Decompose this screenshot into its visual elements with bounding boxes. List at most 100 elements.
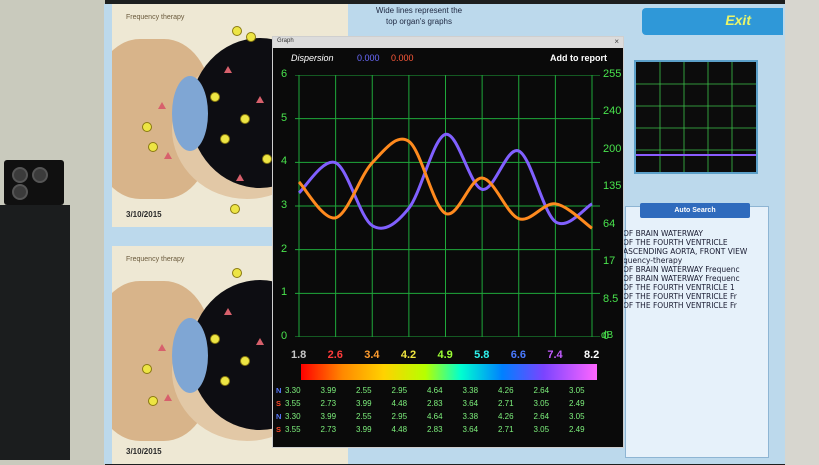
table-cell: 2.95 [391, 412, 408, 421]
table-cell: 3.05 [569, 412, 585, 421]
y-left-tick-label: 0 [281, 330, 288, 342]
y-right-tick-label: 200 [603, 142, 622, 155]
scan-point [232, 268, 242, 278]
log-line: OF THE FOURTH VENTRICLE Fr [623, 292, 737, 301]
graph-plot [295, 75, 600, 337]
log-line: OF BRAIN WATERWAY Frequenc [623, 265, 740, 274]
app-screen: Frequency therapy 3/10/2015 Frequency th… [104, 4, 785, 464]
scan-marker [164, 394, 172, 401]
auto-search-button[interactable]: Auto Search [640, 203, 750, 218]
dispersion-n-value: 0.000 [357, 53, 380, 63]
frequency-tick-label: 4.9 [437, 349, 453, 361]
info-text: Wide lines represent the top organ's gra… [366, 5, 472, 27]
table-cell: 3.99 [356, 425, 372, 434]
table-cell: 4.48 [391, 399, 408, 408]
y-left-tick-label: 5 [281, 111, 288, 124]
close-icon[interactable]: × [614, 37, 619, 46]
log-line: ASCENDING AORTA, FRONT VIEW [623, 247, 748, 256]
table-cell: 3.38 [462, 412, 479, 421]
graph-titlebar: Graph × [273, 37, 623, 48]
dispersion-label: Dispersion [291, 53, 334, 63]
exit-label: Exit [725, 12, 751, 28]
table-cell: 3.05 [569, 386, 585, 395]
series-line-n [297, 132, 593, 230]
table-row: N 3.30 3.99 2.55 2.95 4.64 3.38 4.26 2.64 3.05 [273, 386, 623, 396]
scan-marker [158, 102, 166, 109]
row-series-label: S [276, 425, 282, 434]
table-cell: 2.83 [427, 425, 443, 434]
y-right-tick-label: 240 [603, 105, 622, 118]
y-left-tick-label: 4 [281, 155, 288, 168]
table-cell: 3.99 [356, 399, 372, 408]
log-line: OF THE FOURTH VENTRICLE Fr [623, 301, 737, 310]
table-cell: 3.64 [462, 399, 479, 408]
info-text-line: Wide lines represent the [375, 6, 463, 15]
scan-point [142, 364, 152, 374]
table-cell: 3.99 [320, 412, 337, 421]
frequency-tick-label: 1.8 [291, 349, 307, 361]
add-to-report-button[interactable]: Add to report [550, 53, 607, 63]
table-row: N 3.30 3.99 2.55 2.95 4.64 3.38 4.26 2.64 3.05 [273, 412, 623, 422]
table-cell: 2.64 [533, 386, 550, 395]
exit-button[interactable]: Exit [642, 8, 783, 35]
table-cell: 2.73 [320, 425, 337, 434]
log-line: quency-therapy [623, 256, 683, 265]
scan-marker [236, 174, 244, 181]
table-cell: 2.49 [569, 399, 585, 408]
series-line-s [297, 137, 593, 230]
scan-point [230, 204, 240, 214]
frequency-tick-label: 4.2 [400, 349, 417, 361]
thumbnail-title: Frequency therapy [126, 256, 185, 263]
search-results-log: OF BRAIN WATERWAY OF THE FOURTH VENTRICLE… [623, 229, 763, 349]
y-left-tick-label: 1 [281, 286, 288, 299]
table-cell: 2.71 [498, 399, 514, 408]
thumbnail-date: 3/10/2015 [126, 210, 162, 219]
table-cell: 2.49 [569, 425, 585, 434]
graph-window-title: Graph [277, 38, 294, 44]
color-spectrum-bar [301, 364, 597, 380]
table-cell: 4.26 [498, 412, 514, 421]
scan-point [148, 142, 158, 152]
scan-marker [158, 344, 166, 351]
table-cell: 3.38 [462, 386, 479, 395]
table-cell: 4.64 [427, 386, 443, 395]
scan-point [220, 376, 230, 386]
table-cell: 2.71 [498, 425, 514, 434]
log-line: OF THE FOURTH VENTRICLE [623, 238, 728, 247]
scan-point [262, 154, 272, 164]
scan-point [232, 26, 242, 36]
scan-marker [164, 152, 172, 159]
table-row: S 3.55 2.73 3.99 4.48 2.83 3.64 2.71 3.05 2.49 [273, 425, 623, 435]
table-cell: 3.99 [320, 386, 337, 395]
log-line: OF BRAIN WATERWAY Frequenc [623, 274, 740, 283]
log-line: OF BRAIN WATERWAY [623, 229, 703, 238]
scan-marker [224, 308, 232, 315]
thumbnail-date: 3/10/2015 [126, 447, 162, 456]
table-cell: 3.30 [285, 386, 301, 395]
wall-device [4, 160, 64, 205]
table-cell: 3.64 [462, 425, 479, 434]
scan-point [240, 356, 250, 366]
row-series-label: N [276, 386, 282, 395]
scan-point [210, 92, 220, 102]
scan-point [240, 114, 250, 124]
row-series-label: N [276, 412, 282, 421]
thumbnail-title: Frequency therapy [126, 14, 185, 21]
frequency-tick-label: 6.6 [510, 349, 527, 361]
table-cell: 3.05 [533, 399, 550, 408]
y-left-tick-label: 3 [281, 199, 288, 211]
scan-marker [256, 338, 264, 345]
table-cell: 4.64 [427, 412, 443, 421]
monitor-bezel [785, 0, 819, 465]
unit-label: dB [601, 330, 614, 341]
table-cell: 2.55 [356, 386, 372, 395]
frequency-tick-label: 5.8 [474, 349, 490, 361]
table-cell: 3.05 [533, 425, 550, 434]
y-right-tick-label: 8.5 [603, 292, 619, 305]
device-knob [12, 184, 28, 200]
y-right-tick-label: 64 [603, 217, 616, 230]
table-cell: 4.26 [498, 386, 514, 395]
table-cell: 3.55 [285, 425, 301, 434]
scan-point [220, 134, 230, 144]
dispersion-s-value: 0.000 [391, 53, 414, 63]
